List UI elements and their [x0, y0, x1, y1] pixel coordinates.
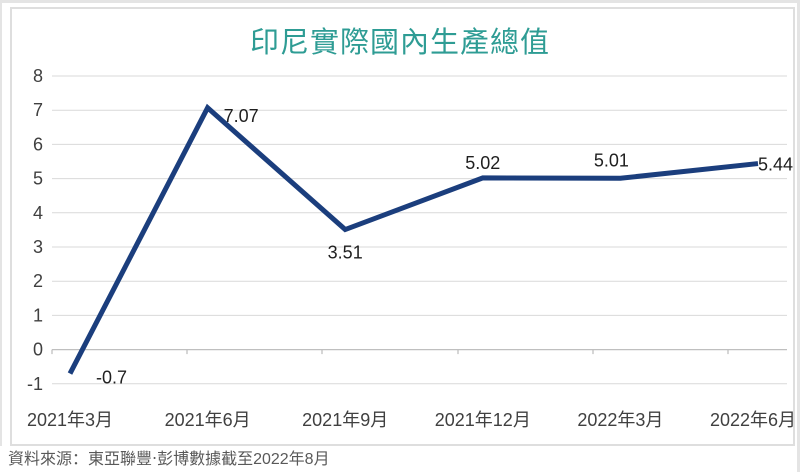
- y-axis-tick-label: 5: [33, 169, 43, 189]
- data-label: 7.07: [224, 106, 259, 126]
- y-axis-tick-label: 6: [33, 134, 43, 154]
- screen-edge-left: [0, 0, 2, 446]
- y-axis-tick-label: -1: [27, 374, 43, 394]
- x-axis-category-label: 2021年3月: [27, 410, 113, 430]
- source-note: 資料來源：東亞聯豐‧彭博數據截至2022年8月: [8, 451, 330, 468]
- data-label: 5.01: [594, 150, 629, 170]
- y-axis-tick-label: 2: [33, 271, 43, 291]
- chart-title: 印尼實際國內生產總值: [249, 27, 550, 59]
- data-label: 5.02: [465, 153, 500, 173]
- x-axis-category-label: 2021年6月: [165, 410, 251, 430]
- gdp-series-line: [67, 103, 759, 375]
- y-axis-tick-label: 4: [33, 203, 43, 223]
- y-axis-tick-label: 7: [33, 100, 43, 120]
- chart-frame: [10, 7, 795, 446]
- screen-edge-top: [0, 0, 800, 3]
- y-axis-tick-label: 3: [33, 237, 43, 257]
- x-axis-category-label: 2021年9月: [302, 410, 388, 430]
- screen-edge-right: [797, 0, 800, 472]
- data-label: 5.44: [758, 155, 793, 175]
- y-axis-tick-label: 0: [33, 340, 43, 360]
- x-axis-category-label: 2021年12月: [435, 410, 531, 430]
- x-axis-category-label: 2022年6月: [710, 410, 796, 430]
- y-axis-tick-label: 1: [33, 305, 43, 325]
- data-label: 3.51: [328, 243, 363, 263]
- y-axis-tick-label: 8: [33, 66, 43, 86]
- x-axis-category-label: 2022年3月: [577, 410, 663, 430]
- data-label: -0.7: [96, 368, 127, 388]
